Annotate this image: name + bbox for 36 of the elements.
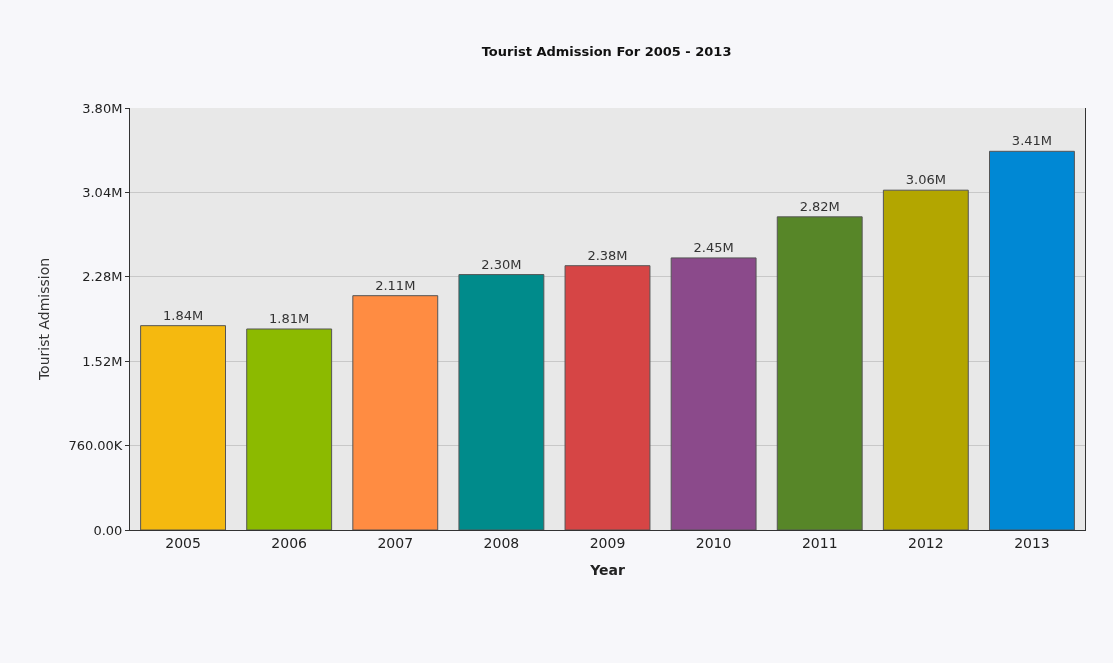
data-label: 1.84M [162, 307, 204, 323]
y-tick-label: 2.28M [82, 269, 123, 285]
x-axis-title: Year [589, 562, 625, 579]
x-tick-label: 2009 [589, 534, 626, 551]
x-tick-label: 2013 [1014, 534, 1050, 551]
bar [246, 328, 333, 530]
bar [776, 216, 863, 530]
data-label: 2.38M [587, 247, 628, 263]
bar [989, 150, 1075, 530]
y-axis-title: Tourist Admission [35, 257, 52, 382]
data-label: 1.81M [269, 310, 310, 326]
x-tick-label: 2008 [483, 534, 520, 551]
bar [670, 257, 757, 530]
data-label: 3.41M [1011, 133, 1053, 149]
bar [564, 265, 651, 530]
x-tick-label: 2005 [165, 534, 201, 551]
y-tick-label: 760.00K [68, 438, 123, 454]
bar [458, 274, 545, 530]
y-tick-label: 1.52M [82, 353, 123, 369]
data-label: 2.45M [693, 239, 734, 255]
chart-title: Tourist Admission For 2005 - 2013 [481, 43, 732, 59]
y-tick-label: 3.04M [82, 184, 123, 200]
data-label: 3.06M [905, 172, 946, 188]
y-tick-label: 3.80M [82, 100, 123, 116]
data-label: 2.30M [481, 256, 522, 272]
data-label: 2.11M [375, 277, 416, 293]
bar [882, 189, 969, 530]
data-label: 2.82M [799, 198, 840, 214]
bar [140, 325, 226, 530]
y-tick-label: 0.00 [93, 522, 123, 538]
x-tick-label: 2010 [695, 534, 732, 551]
bar [352, 295, 439, 530]
x-tick-label: 2011 [801, 534, 838, 551]
x-tick-label: 2012 [908, 534, 944, 551]
x-tick-label: 2006 [271, 534, 308, 551]
x-tick-label: 2007 [377, 534, 414, 551]
